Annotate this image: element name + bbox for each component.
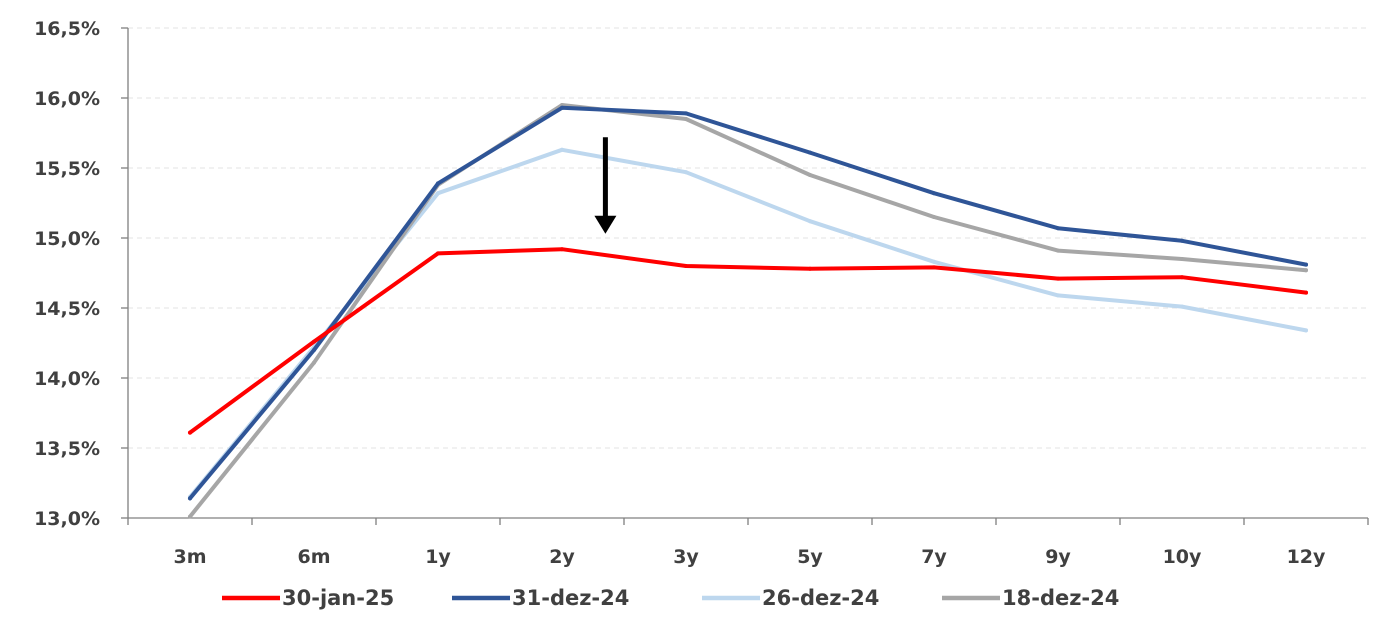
data-point <box>932 265 936 270</box>
data-point <box>436 251 440 256</box>
legend: 30-jan-25 31-dez-24 26-dez-24 18-dez-24 <box>222 586 1119 610</box>
data-point <box>808 266 812 271</box>
data-point <box>684 170 688 175</box>
annotations <box>594 137 617 234</box>
data-point <box>436 191 440 196</box>
y-tick-label: 13,0% <box>34 508 100 530</box>
y-tick-label: 13,5% <box>34 438 100 460</box>
legend-label: 26-dez-24 <box>762 586 879 610</box>
data-point <box>436 181 440 186</box>
legend-label: 18-dez-24 <box>1002 586 1119 610</box>
data-point <box>1056 226 1060 231</box>
x-tick-label: 10y <box>1163 546 1202 568</box>
y-axis-ticks: 13,0% 13,5% 14,0% 14,5% 15,0% 15,5% 16,0% 16,5% <box>34 18 128 530</box>
data-point <box>1180 257 1184 261</box>
data-point <box>312 348 316 352</box>
data-point <box>188 514 192 519</box>
x-tick-label: 9y <box>1045 546 1071 568</box>
axes <box>127 28 1368 519</box>
y-tick-label: 14,5% <box>34 298 100 320</box>
data-point <box>1180 304 1184 309</box>
series-lines <box>188 103 1308 519</box>
data-point <box>1056 276 1060 281</box>
x-tick-label: 3y <box>673 546 699 568</box>
data-point <box>560 147 564 152</box>
data-point <box>1304 262 1308 267</box>
x-axis-ticks: 3m 6m 1y 2y 3y 5y 7y 9y 10y 12y <box>127 518 1369 568</box>
data-point <box>560 105 564 110</box>
data-point <box>684 111 688 116</box>
series-line-18-dez-24 <box>188 103 1308 519</box>
data-point <box>188 496 192 501</box>
data-point <box>932 215 936 219</box>
gridlines <box>128 27 1368 449</box>
data-point <box>1304 268 1308 273</box>
x-tick-label: 12y <box>1287 546 1326 568</box>
data-point <box>1056 248 1060 253</box>
data-point <box>312 339 316 344</box>
data-point <box>1304 328 1308 333</box>
y-tick-label: 14,0% <box>34 368 100 390</box>
x-tick-label: 7y <box>921 546 947 568</box>
series-line-31-dez-24 <box>188 105 1308 501</box>
down-arrow-icon <box>594 215 617 234</box>
y-tick-label: 16,0% <box>34 88 100 110</box>
data-point <box>1304 290 1308 295</box>
x-tick-label: 1y <box>425 546 451 568</box>
x-tick-label: 2y <box>549 546 575 568</box>
x-tick-label: 3m <box>173 546 206 568</box>
y-tick-label: 16,5% <box>34 18 100 40</box>
data-point <box>932 191 936 196</box>
data-point <box>312 360 316 365</box>
y-tick-label: 15,5% <box>34 158 100 180</box>
data-point <box>1180 275 1184 280</box>
data-point <box>684 117 688 121</box>
data-point <box>932 259 936 264</box>
data-point <box>560 247 564 252</box>
data-point <box>188 430 192 435</box>
legend-label: 30-jan-25 <box>282 586 394 610</box>
series-line-26-dez-24 <box>188 147 1308 499</box>
data-point <box>1056 293 1060 298</box>
x-tick-label: 6m <box>297 546 330 568</box>
data-point <box>808 150 812 155</box>
data-point <box>1180 238 1184 243</box>
series-line-30-jan-25 <box>188 247 1308 435</box>
x-tick-label: 5y <box>797 546 823 568</box>
data-point <box>808 173 812 177</box>
legend-label: 31-dez-24 <box>512 586 629 610</box>
y-tick-label: 15,0% <box>34 228 100 250</box>
data-point <box>808 219 812 224</box>
data-point <box>684 264 688 268</box>
